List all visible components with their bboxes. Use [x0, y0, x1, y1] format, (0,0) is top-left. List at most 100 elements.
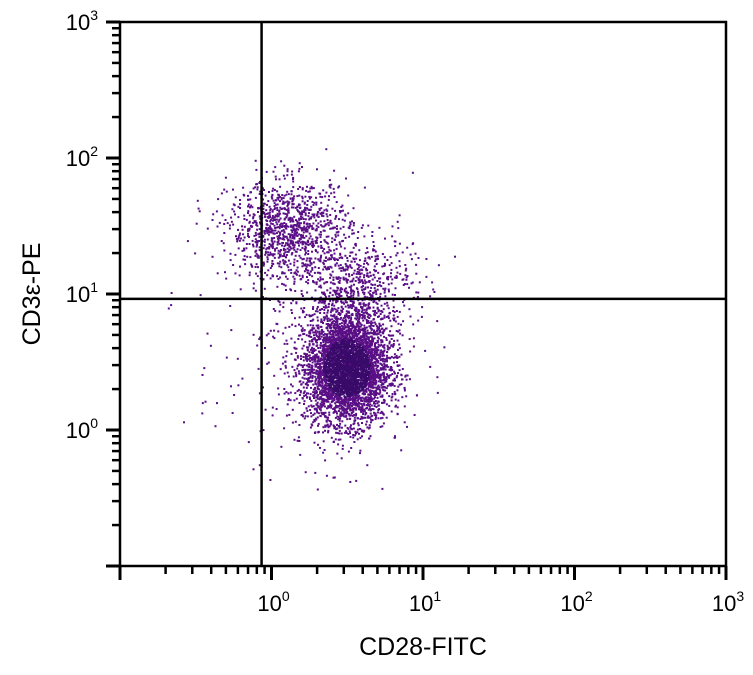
data-point	[266, 229, 269, 232]
data-point	[343, 288, 346, 291]
data-point	[325, 348, 328, 351]
data-point	[288, 245, 291, 248]
data-point	[366, 354, 369, 357]
data-point	[254, 159, 257, 162]
data-point	[336, 452, 339, 455]
data-point	[314, 417, 317, 420]
data-point	[342, 398, 345, 401]
data-point	[337, 370, 340, 373]
data-point	[289, 391, 292, 394]
data-point	[388, 346, 391, 349]
data-point	[305, 372, 308, 375]
data-point	[330, 192, 333, 195]
data-point	[377, 354, 380, 357]
data-point	[359, 359, 362, 362]
data-point	[304, 195, 307, 198]
data-point	[389, 366, 392, 369]
data-point	[327, 384, 330, 387]
data-point	[347, 339, 350, 342]
data-point	[302, 386, 305, 389]
data-point	[343, 349, 346, 352]
data-point	[330, 395, 333, 398]
data-point	[294, 325, 297, 328]
data-point	[379, 381, 382, 383]
data-point	[338, 349, 341, 352]
data-point	[291, 235, 294, 238]
data-point	[313, 313, 316, 316]
data-point	[301, 197, 304, 200]
data-point	[336, 330, 338, 333]
data-point	[287, 233, 290, 236]
data-point	[337, 186, 340, 189]
data-point	[280, 198, 283, 201]
data-point	[301, 397, 304, 400]
data-point	[313, 216, 316, 219]
data-point	[353, 348, 356, 351]
data-point	[292, 229, 295, 232]
data-point	[355, 385, 358, 388]
data-point	[315, 369, 318, 372]
data-point	[325, 374, 327, 377]
data-point	[224, 176, 227, 179]
data-point	[364, 416, 367, 419]
data-point	[256, 186, 259, 189]
data-point	[351, 331, 354, 334]
data-point	[388, 374, 391, 377]
data-point	[360, 389, 363, 392]
data-point	[290, 383, 292, 386]
data-point	[321, 379, 323, 382]
data-point	[333, 386, 336, 389]
data-point	[298, 222, 301, 225]
data-point	[323, 389, 326, 392]
data-point	[362, 355, 365, 357]
data-point	[378, 393, 381, 396]
data-point	[234, 196, 237, 199]
data-point	[327, 221, 330, 224]
data-point	[385, 358, 388, 361]
data-point	[242, 239, 245, 242]
data-point	[343, 379, 346, 382]
data-point	[294, 230, 296, 233]
data-point	[275, 232, 278, 235]
data-point	[304, 228, 307, 231]
data-point	[312, 227, 315, 230]
data-point	[333, 476, 336, 479]
data-point	[310, 412, 312, 415]
data-point	[355, 314, 358, 317]
data-point	[349, 426, 352, 428]
data-point	[347, 346, 350, 349]
data-point	[336, 363, 339, 366]
data-point	[339, 415, 342, 418]
data-point	[323, 374, 326, 377]
data-point	[398, 343, 401, 346]
data-point	[336, 384, 339, 387]
data-point	[373, 402, 375, 405]
data-point	[353, 365, 356, 368]
data-point	[400, 373, 403, 376]
data-point	[311, 327, 314, 330]
data-point	[306, 203, 309, 206]
data-point	[236, 240, 239, 243]
data-point	[376, 373, 379, 376]
data-point	[364, 328, 367, 331]
data-point	[279, 250, 282, 253]
data-point	[331, 372, 333, 375]
data-point	[285, 208, 288, 211]
data-point	[258, 233, 261, 236]
data-point	[339, 331, 341, 333]
data-point	[309, 368, 312, 371]
data-point	[303, 370, 306, 373]
data-point	[311, 405, 314, 408]
data-point	[362, 403, 365, 405]
data-point	[303, 329, 306, 332]
data-point	[330, 383, 333, 386]
data-point	[295, 373, 298, 376]
data-point	[273, 216, 276, 219]
data-point	[380, 349, 383, 352]
data-point	[365, 360, 368, 363]
data-point	[341, 402, 343, 404]
data-point	[365, 356, 367, 359]
data-point	[339, 326, 342, 329]
data-point	[349, 370, 352, 373]
data-point	[377, 328, 380, 331]
